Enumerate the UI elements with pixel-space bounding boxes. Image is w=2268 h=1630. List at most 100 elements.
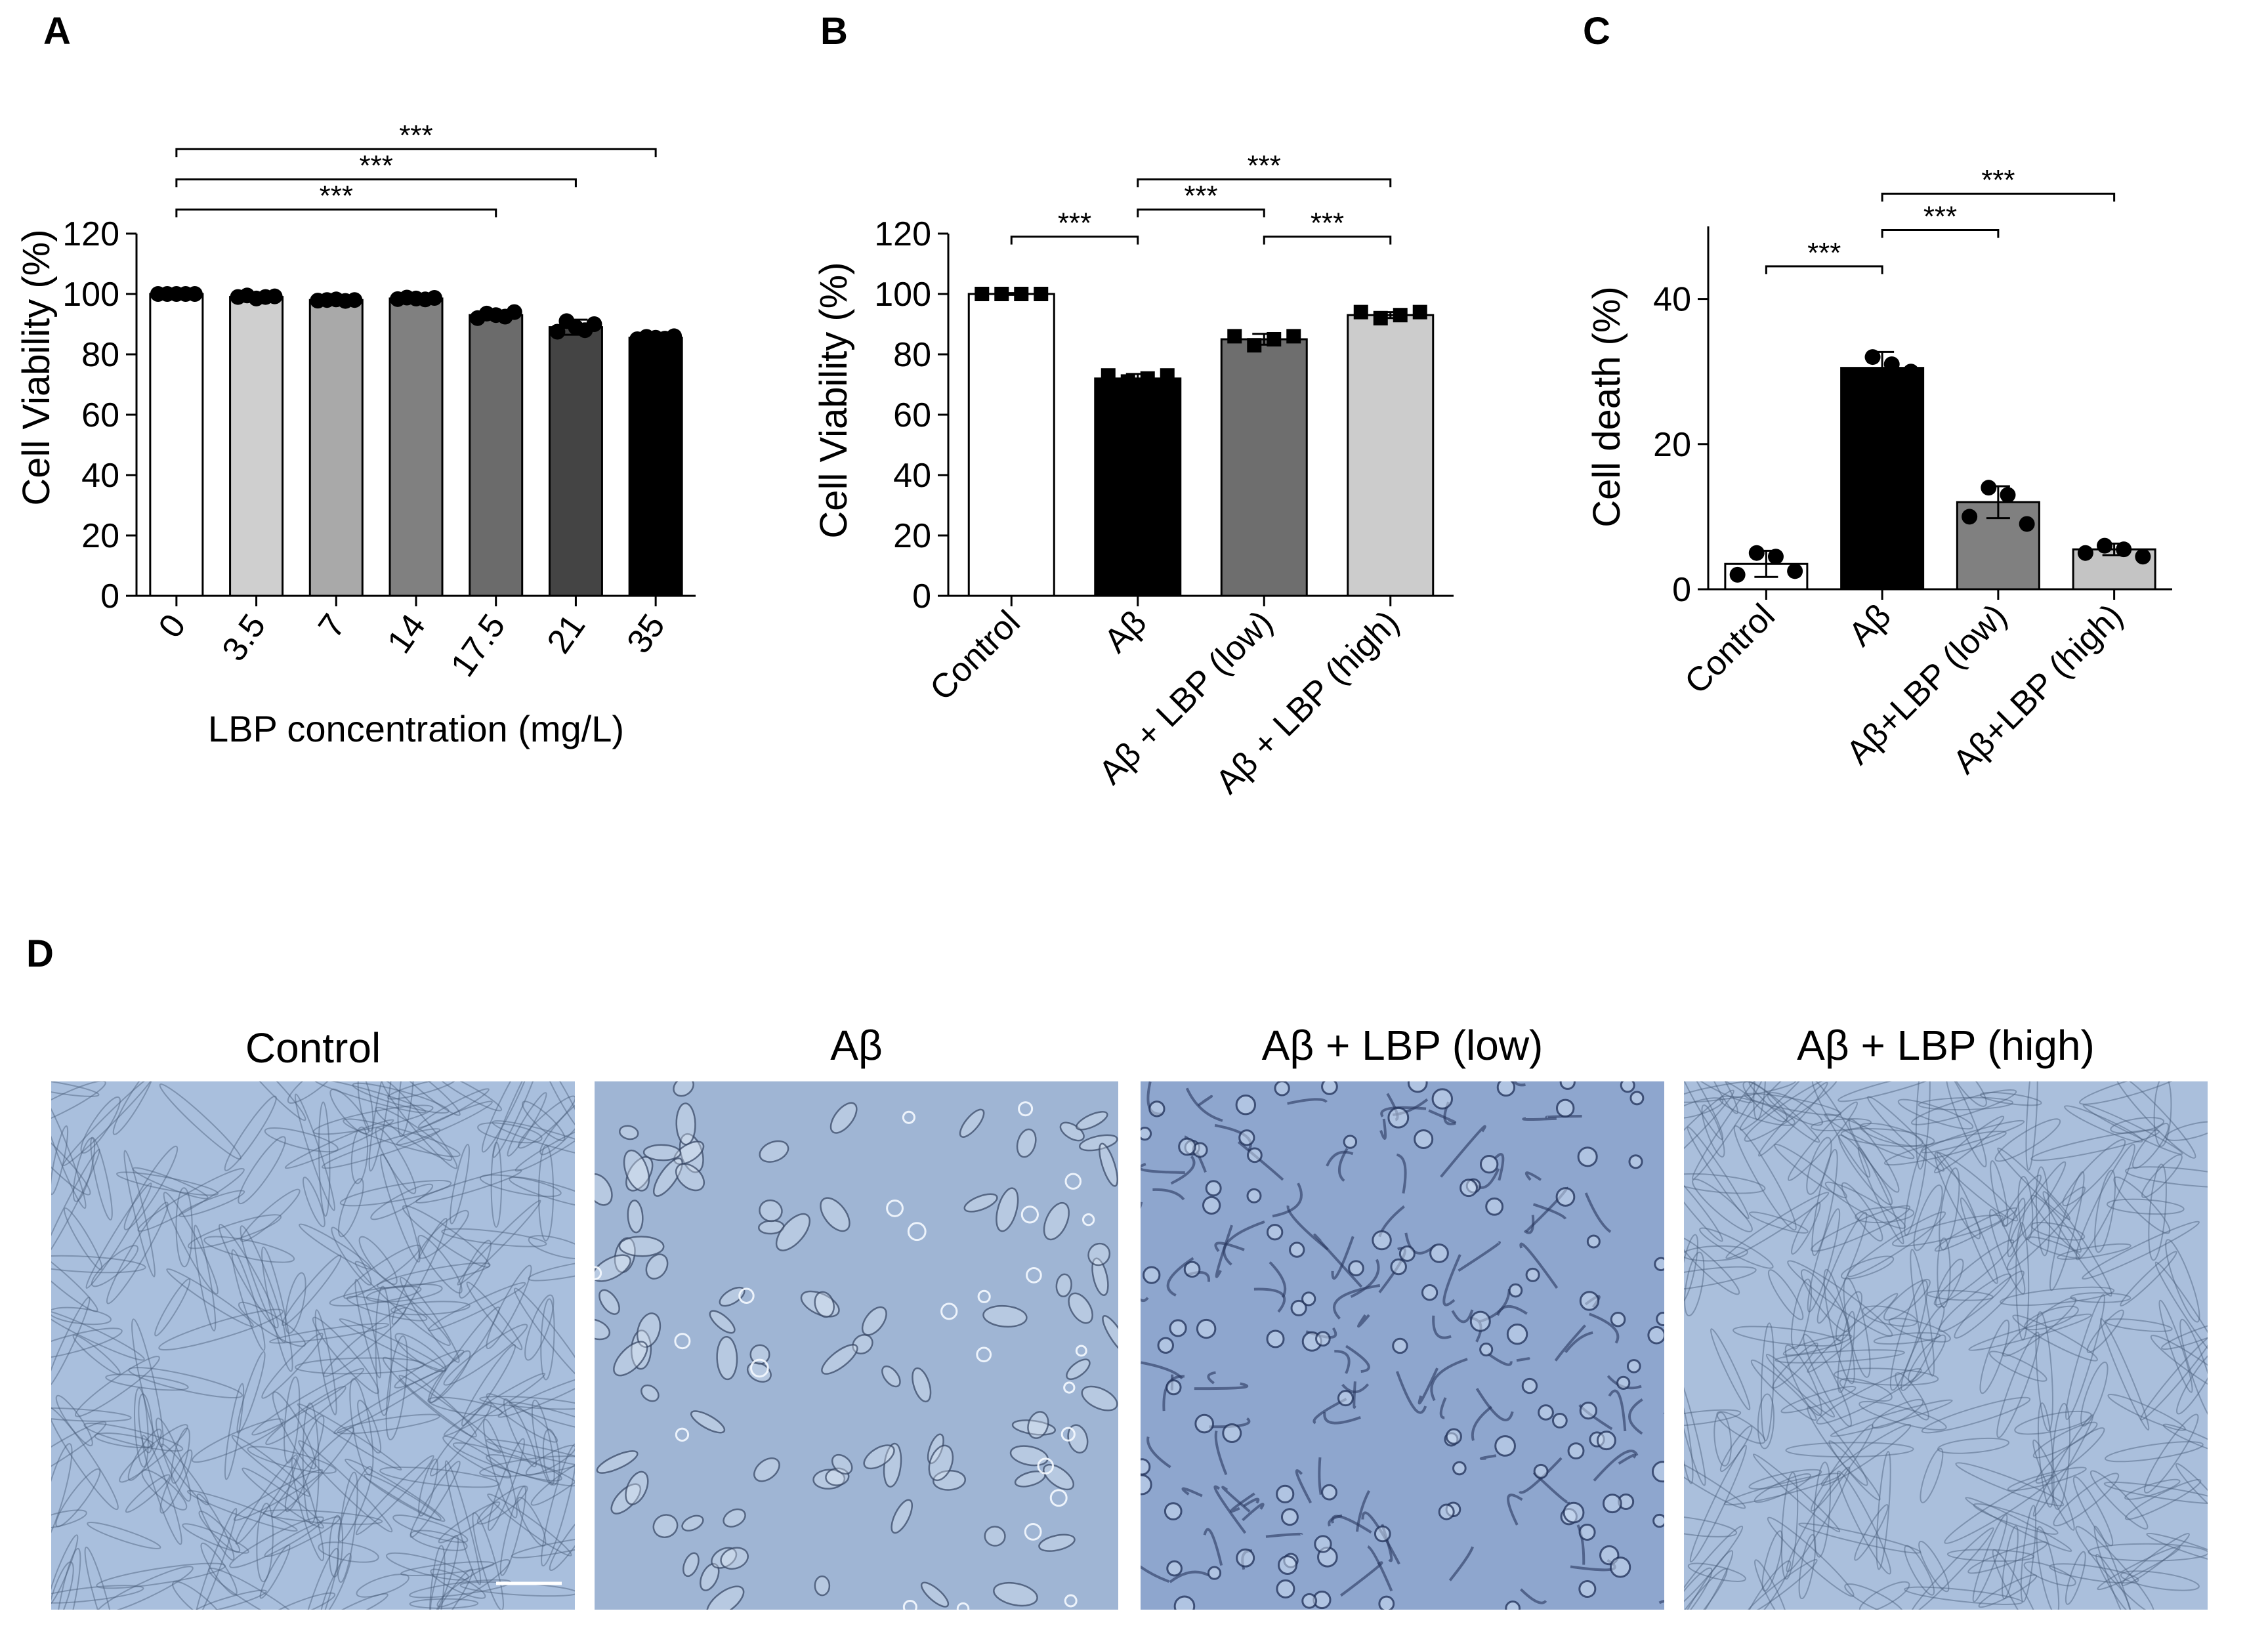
cell-shape <box>1910 1527 1994 1610</box>
y-tick-label-a: 120 <box>62 215 119 253</box>
cell-shape <box>486 1393 558 1443</box>
cell-shape <box>486 1454 562 1482</box>
bar-b-3 <box>1347 314 1435 597</box>
cell-body <box>1654 1257 1664 1272</box>
neurite <box>1519 1242 1559 1289</box>
data-point-b <box>1247 338 1262 353</box>
cell-shape <box>171 1427 190 1484</box>
cell-shape <box>2026 1236 2081 1259</box>
cell-shape <box>928 1444 954 1482</box>
cell-body <box>1579 1401 1597 1420</box>
cell-shape <box>1968 1313 2092 1351</box>
cell-shape <box>1742 1081 1788 1123</box>
cell-shape <box>232 1081 306 1121</box>
data-point-c <box>1902 364 1919 380</box>
cell-shape <box>1684 1266 1757 1293</box>
cell-shape <box>429 1402 492 1476</box>
cell-shape <box>1774 1143 1847 1199</box>
x-tick-label-a-5: 21 <box>540 608 593 661</box>
neurite <box>1589 1312 1620 1344</box>
cell-shape <box>675 1163 705 1192</box>
cell-shape <box>1099 1142 1118 1187</box>
data-point-c <box>2000 487 2016 503</box>
cell-shape <box>2080 1361 2109 1427</box>
cell-shape <box>94 1432 155 1448</box>
cell-body <box>1479 1155 1499 1174</box>
neurite <box>1214 1242 1245 1252</box>
cell-shape <box>1780 1386 1857 1413</box>
cell-shape <box>208 1567 306 1610</box>
neurite <box>1522 1117 1557 1121</box>
cell-shape <box>2075 1144 2135 1261</box>
cell-shape <box>127 1429 162 1481</box>
cell-body <box>1372 1230 1392 1251</box>
cell-shape <box>1016 1128 1037 1158</box>
cell-body <box>1178 1137 1196 1156</box>
cell-shape <box>881 1365 901 1388</box>
cell-shape <box>444 1460 482 1585</box>
cell-shape <box>435 1081 503 1112</box>
cell-shape <box>386 1552 469 1581</box>
cell-shape <box>682 1552 700 1578</box>
rounded-cell <box>1026 1267 1042 1284</box>
cell-shape <box>385 1335 408 1440</box>
cell-body <box>1596 1431 1616 1451</box>
cell-shape <box>51 1255 146 1274</box>
neurite <box>1353 1381 1356 1409</box>
cell-shape <box>339 1180 452 1207</box>
cell-shape <box>80 1096 121 1154</box>
cell-body <box>1321 1081 1338 1095</box>
cell-body <box>1173 1595 1196 1610</box>
rounded-cell <box>977 1289 991 1303</box>
neurite <box>1355 1490 1371 1532</box>
cell-shape <box>224 1383 245 1480</box>
neurite <box>1221 1486 1251 1513</box>
cell-shape <box>1102 1315 1118 1355</box>
cell-shape <box>322 1128 441 1169</box>
cell-shape <box>356 1574 410 1598</box>
cell-body <box>1431 1088 1453 1110</box>
cell-shape <box>1926 1289 1994 1301</box>
cell-shape <box>640 1384 660 1402</box>
micrograph-title-abeta-lbp-low: Aβ + LBP (low) <box>1261 1022 1544 1069</box>
cell-shape <box>690 1410 726 1434</box>
neurite <box>1334 1350 1351 1374</box>
cell-shape <box>497 1375 575 1418</box>
cell-shape <box>51 1327 123 1360</box>
cell-shape <box>379 1466 499 1488</box>
cell-shape <box>1684 1081 1797 1103</box>
cell-shape <box>1960 1197 1998 1284</box>
cell-shape <box>1843 1277 1871 1378</box>
cell-shape <box>349 1378 374 1476</box>
y-tick-label-b: 60 <box>893 396 931 434</box>
cell-body <box>1578 1523 1596 1541</box>
cell-shape <box>380 1154 421 1263</box>
cell-shape <box>2120 1570 2200 1591</box>
cell-shape <box>343 1244 421 1299</box>
cell-shape <box>1873 1332 1941 1345</box>
cell-shape <box>675 1102 696 1146</box>
cell-shape <box>1760 1322 1774 1442</box>
cell-shape <box>2015 1222 2030 1341</box>
cell-shape <box>820 1197 850 1232</box>
cell-shape <box>2035 1311 2053 1432</box>
cell-shape <box>709 1310 736 1334</box>
rounded-cell <box>1049 1489 1068 1507</box>
cell-shape <box>392 1515 469 1543</box>
cell-shape <box>490 1141 503 1228</box>
cell-shape <box>1807 1208 1841 1313</box>
cell-shape <box>261 1246 293 1372</box>
neurite <box>1396 1153 1407 1194</box>
cell-shape <box>1725 1192 1830 1259</box>
significance-label-b-3: *** <box>1248 150 1281 182</box>
cell-shape <box>1933 1116 2005 1174</box>
neurite <box>1141 1565 1170 1583</box>
neurite <box>1214 1431 1228 1475</box>
significance-bracket-a-1 <box>175 178 577 188</box>
cell-shape <box>1684 1234 1698 1303</box>
cell-body <box>1616 1375 1631 1390</box>
cell-shape <box>653 1158 683 1197</box>
data-point-b <box>1412 304 1427 320</box>
cell-shape <box>1748 1211 1809 1234</box>
